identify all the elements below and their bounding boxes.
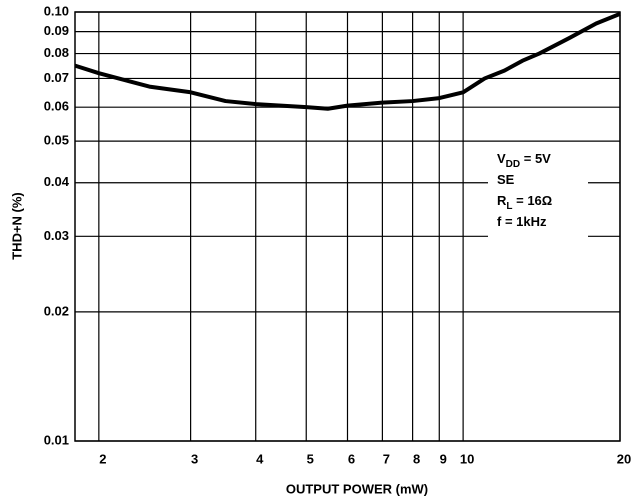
y-tick-label: 0.01 <box>44 432 69 447</box>
annotation-text: SE <box>497 172 515 187</box>
x-tick-label: 20 <box>617 451 631 466</box>
y-tick-label: 0.04 <box>44 174 70 189</box>
x-tick-label: 7 <box>383 451 390 466</box>
x-tick-label: 5 <box>307 451 314 466</box>
y-axis-label: THD+N (%) <box>9 192 24 260</box>
y-tick-label: 0.06 <box>44 99 69 114</box>
x-tick-label: 6 <box>348 451 355 466</box>
data-line <box>74 12 621 111</box>
x-axis-label: OUTPUT POWER (mW) <box>286 481 428 496</box>
x-tick-label: 8 <box>413 451 420 466</box>
annotation-text: V <box>497 151 506 166</box>
x-tick-label: 9 <box>440 451 447 466</box>
annotation-text: f = 1kHz <box>497 214 547 229</box>
x-tick-label: 3 <box>191 451 198 466</box>
annotation: VDD = 5V <box>497 151 551 169</box>
y-tick-label: 0.10 <box>44 3 69 18</box>
x-tick-label: 2 <box>99 451 106 466</box>
y-tick-label: 0.05 <box>44 133 69 148</box>
y-tick-label: 0.08 <box>44 45 69 60</box>
y-tick-label: 0.09 <box>44 23 69 38</box>
x-tick-label: 10 <box>460 451 474 466</box>
annotation-background <box>488 146 588 242</box>
x-tick-label: 4 <box>256 451 264 466</box>
annotation-text: R <box>497 193 507 208</box>
annotation: f = 1kHz <box>497 214 547 229</box>
annotation: RL = 16Ω <box>497 193 552 211</box>
plot-frame <box>74 11 621 442</box>
annotation-subscript: L <box>506 201 512 212</box>
annotation: SE <box>497 172 515 187</box>
y-tick-label: 0.02 <box>44 303 69 318</box>
annotation-text: = 5V <box>520 151 551 166</box>
annotation-subscript: DD <box>506 159 520 170</box>
y-tick-label: 0.07 <box>44 70 69 85</box>
y-tick-label: 0.03 <box>44 228 69 243</box>
annotation-text: = 16Ω <box>513 193 553 208</box>
